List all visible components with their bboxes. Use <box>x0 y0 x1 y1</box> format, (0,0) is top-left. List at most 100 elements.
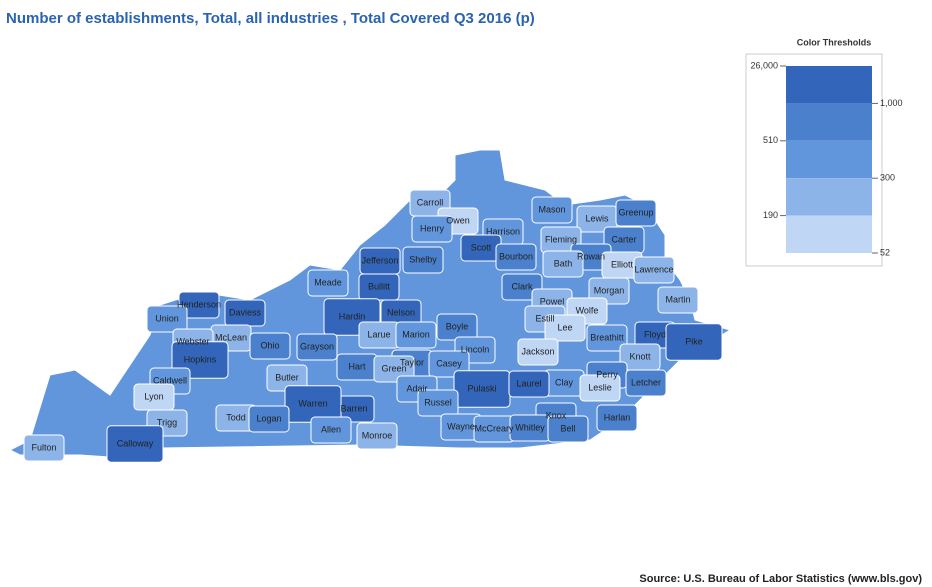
map-title: Number of establishments, Total, all ind… <box>6 10 535 27</box>
legend-swatch <box>786 178 872 216</box>
county-label: Boyle <box>446 321 469 331</box>
county-label: Lawrence <box>634 264 673 274</box>
county-label: Taylor <box>400 357 424 367</box>
county-label: Lee <box>557 322 572 332</box>
county-label: Russel <box>424 397 452 407</box>
legend: 26,000 510 190 1,000 300 52 <box>750 60 902 257</box>
county-label: Ohio <box>260 340 279 350</box>
county-label: Butler <box>275 372 299 382</box>
legend-label: 190 <box>763 210 778 220</box>
county-label: Grayson <box>300 341 334 351</box>
county-label: Webster <box>176 336 209 346</box>
county-shape <box>542 250 584 278</box>
legend-label: 1,000 <box>880 98 903 108</box>
county-label: Carroll <box>417 197 444 207</box>
county-label: Shelby <box>409 254 437 264</box>
county-shape <box>544 314 586 342</box>
county-shape <box>106 425 164 463</box>
county-shape <box>310 416 352 444</box>
source-note: Source: U.S. Bureau of Labor Statistics … <box>639 573 922 585</box>
county-label: Union <box>155 313 179 323</box>
county-label: Meade <box>314 277 342 287</box>
county-shape <box>23 434 65 462</box>
county-label: Bath <box>554 258 573 268</box>
county-label: Bell <box>560 423 575 433</box>
county-label: McCreary <box>474 423 514 433</box>
county-label: Breathitt <box>590 332 624 342</box>
county-label: Wayne <box>447 421 475 431</box>
legend-swatch <box>786 103 872 141</box>
counties <box>23 189 723 463</box>
county-shape <box>146 305 188 333</box>
county-label: Jackson <box>521 346 554 356</box>
county-shape <box>586 324 628 352</box>
county-shape <box>356 422 398 450</box>
county-shape <box>307 269 349 297</box>
county-label: Warren <box>298 398 327 408</box>
county-shape <box>495 243 537 271</box>
county-label: Laurel <box>516 378 541 388</box>
county-shape <box>657 286 699 314</box>
county-label: Perry <box>596 369 618 379</box>
county-label: McLean <box>215 332 247 342</box>
county-shape <box>633 256 675 284</box>
legend-label: 26,000 <box>750 60 778 70</box>
county-label: Greenup <box>618 207 653 217</box>
legend-label: 510 <box>763 135 778 145</box>
county-label: Clay <box>555 377 574 387</box>
county-label: Owen <box>446 215 470 225</box>
county-label: Knott <box>629 351 651 361</box>
county-label: Allen <box>321 424 341 434</box>
county-label: Casey <box>436 358 462 368</box>
county-label: Daviess <box>229 307 262 317</box>
county-label: Clark <box>511 281 533 291</box>
county-label: Knox <box>546 410 567 420</box>
county-label: Hart <box>348 361 366 371</box>
county-label: Henderson <box>177 299 221 309</box>
county-label: Lewis <box>585 213 609 223</box>
county-label: Bullitt <box>368 281 391 291</box>
county-shape <box>411 215 453 243</box>
county-label: Carter <box>611 234 636 244</box>
county-shape <box>517 338 559 366</box>
county-label: Barren <box>340 403 367 413</box>
county-label: Leslie <box>588 382 612 392</box>
county-label: Letcher <box>631 377 661 387</box>
county-label: Floyd <box>644 329 666 339</box>
legend-swatch <box>786 66 872 104</box>
county-label: Scott <box>471 242 492 252</box>
county-label: Estill <box>535 313 554 323</box>
county-label: Marion <box>402 329 430 339</box>
county-label: Logan <box>256 413 281 423</box>
county-label: Powel <box>540 296 565 306</box>
county-label: Nelson <box>387 307 415 317</box>
county-shape <box>665 323 723 361</box>
county-label: Green <box>381 363 406 373</box>
county-label: Martin <box>665 294 690 304</box>
county-label: Morgan <box>594 285 625 295</box>
county-label: Rowan <box>577 251 605 261</box>
county-shape <box>402 246 444 274</box>
county-label: Hopkins <box>184 354 217 364</box>
county-shape <box>625 369 667 397</box>
legend-label: 300 <box>880 173 895 183</box>
county-label: Lyon <box>144 391 163 401</box>
county-shape <box>417 389 459 417</box>
county-label: Henry <box>420 223 445 233</box>
county-label: Whitley <box>515 422 545 432</box>
county-label: Harrison <box>486 226 520 236</box>
county-shape <box>596 404 638 432</box>
county-shape <box>178 291 220 319</box>
county-label: Elliott <box>611 259 634 269</box>
county-shape <box>547 415 589 443</box>
county-shape <box>296 333 338 361</box>
county-shape <box>579 374 621 402</box>
legend-label: 52 <box>880 247 890 257</box>
county-label: Jefferson <box>362 255 399 265</box>
county-label: Lincoln <box>461 344 490 354</box>
county-label: Bourbon <box>499 251 533 261</box>
county-label: Caldwell <box>153 375 187 385</box>
legend-title: Color Thresholds <box>797 37 872 47</box>
